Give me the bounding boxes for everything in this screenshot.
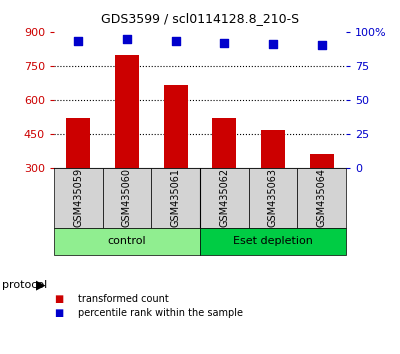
Point [221,40,228,46]
Text: ■: ■ [54,294,63,304]
Bar [164,85,188,168]
Bar [249,168,297,228]
Text: GDS3599 / scl0114128.8_210-S: GDS3599 / scl0114128.8_210-S [101,12,299,25]
Text: GSM435061: GSM435061 [171,168,181,227]
Bar [115,55,139,168]
Text: Eset depletion: Eset depletion [233,236,313,246]
Text: GSM435064: GSM435064 [317,168,327,227]
Text: GSM435062: GSM435062 [219,168,229,227]
Bar [151,168,200,228]
Bar [200,168,249,228]
Bar [54,168,103,228]
Text: GSM435059: GSM435059 [73,168,83,227]
Bar [54,228,200,255]
Bar [310,154,334,168]
Point [318,42,325,48]
Text: percentile rank within the sample: percentile rank within the sample [78,308,243,318]
Bar [103,168,151,228]
Text: transformed count: transformed count [78,294,169,304]
Bar [66,118,90,168]
Text: control: control [108,236,146,246]
Bar [212,118,236,168]
Point [75,39,82,44]
Bar [261,131,285,168]
Bar [297,168,346,228]
Bar [200,228,346,255]
Text: protocol: protocol [2,280,47,290]
Point [124,36,130,41]
Text: GSM435060: GSM435060 [122,168,132,227]
Text: GSM435063: GSM435063 [268,168,278,227]
Text: ▶: ▶ [36,279,46,291]
Text: ■: ■ [54,308,63,318]
Point [270,41,276,47]
Point [172,39,179,44]
